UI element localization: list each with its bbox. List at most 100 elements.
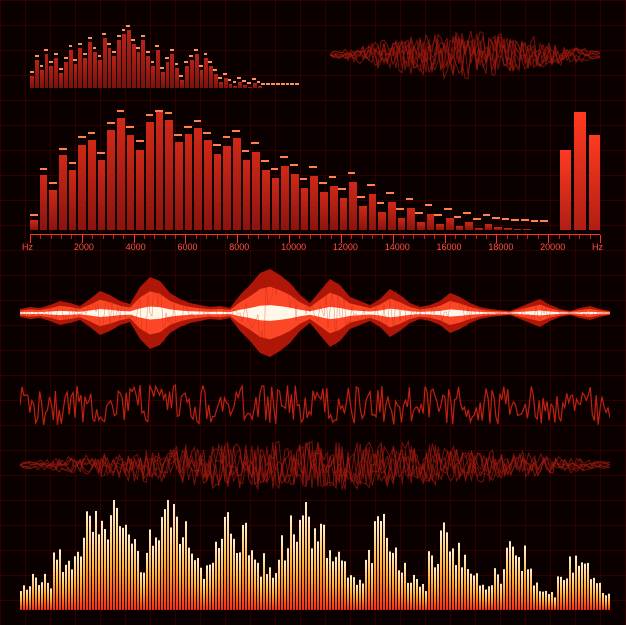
waveform-bar — [449, 551, 451, 610]
waveform-bar — [98, 534, 100, 610]
waveform-bar — [86, 511, 88, 610]
peak-cap — [126, 126, 134, 128]
spectrum-bar — [78, 48, 82, 88]
waveform-bar — [143, 573, 145, 610]
peak-cap — [218, 77, 222, 79]
spectrum-bar — [180, 80, 184, 88]
spectrum-bar — [233, 86, 237, 88]
waveform-bar — [323, 525, 325, 610]
waveform-bar — [107, 539, 109, 610]
waveform-bar — [359, 580, 361, 610]
waveform-bar — [59, 549, 61, 610]
waveform-bar — [542, 592, 544, 610]
waveform-bar — [458, 543, 460, 610]
waveform-bar — [215, 542, 217, 610]
spectrum-bar — [137, 52, 141, 88]
spectrum-bar — [258, 86, 262, 88]
waveform-bar — [173, 504, 175, 610]
peak-cap — [59, 68, 63, 70]
peak-cap — [184, 126, 192, 128]
spectrum-bar — [98, 160, 106, 230]
peak-cap — [338, 188, 346, 190]
waveform-bar — [590, 579, 592, 610]
peak-cap — [266, 83, 270, 85]
waveform-bar — [47, 583, 49, 610]
peak-cap — [276, 83, 280, 85]
peak-cap — [35, 55, 39, 57]
level-bar — [574, 112, 585, 230]
waveform-bar — [293, 534, 295, 610]
spectrum-bar — [190, 60, 194, 88]
waveform-bar — [41, 582, 43, 610]
waveform-bar — [368, 550, 370, 610]
spectrum-bar — [93, 52, 97, 88]
peak-cap — [126, 25, 130, 27]
waveform-bar — [245, 523, 247, 610]
peak-cap — [117, 110, 125, 112]
waveform-bar — [377, 516, 379, 610]
waveform-bar — [425, 591, 427, 610]
peak-cap — [189, 55, 193, 57]
peak-cap — [483, 214, 491, 216]
waveform-bar — [32, 574, 34, 610]
waveform-bar — [578, 566, 580, 610]
peak-cap — [531, 220, 539, 222]
waveform-bar — [509, 541, 511, 610]
waveform-bar — [23, 585, 25, 610]
waveform-bar — [281, 535, 283, 610]
peak-cap — [204, 53, 208, 55]
axis-label: 16000 — [437, 242, 462, 252]
waveform-bar — [185, 521, 187, 610]
waveform-bar — [506, 548, 508, 610]
spectrum-bar — [494, 227, 502, 230]
axis-label: 12000 — [333, 242, 358, 252]
waveform-bar — [38, 585, 40, 610]
peak-cap — [237, 77, 241, 79]
spectrum-bar — [117, 118, 125, 230]
peak-cap — [141, 35, 145, 37]
peak-cap — [179, 75, 183, 77]
waveform-bar — [581, 562, 583, 610]
spectrum-bar — [49, 66, 53, 88]
spectrum-bar — [359, 206, 367, 230]
waveform-bar — [236, 553, 238, 610]
spectrum-bar — [291, 174, 299, 230]
spectrum-bar — [243, 85, 247, 88]
waveform-bar — [167, 500, 169, 610]
peak-cap — [357, 196, 365, 198]
peak-cap — [257, 81, 261, 83]
peak-cap — [155, 45, 159, 47]
spectrum-bar — [141, 40, 145, 88]
level-bar — [560, 150, 571, 230]
waveform-bar — [374, 521, 376, 610]
waveform-bar — [467, 569, 469, 610]
spectrum-bar — [78, 145, 86, 230]
peak-cap — [511, 219, 519, 221]
peak-cap — [155, 110, 163, 112]
waveform-bar — [605, 595, 607, 610]
peak-cap — [329, 176, 337, 178]
waveform-bar — [491, 585, 493, 610]
waveform-bar — [431, 555, 433, 610]
peak-cap — [309, 166, 317, 168]
waveform-bar — [131, 544, 133, 610]
peak-cap — [242, 150, 250, 152]
waveform-bar — [53, 552, 55, 610]
spectrum-bar — [200, 70, 204, 88]
spectrum-bar — [272, 178, 280, 230]
peak-cap — [454, 216, 462, 218]
spectrum-bar — [281, 166, 289, 230]
waveform-bar — [158, 540, 160, 610]
waveform-bar — [365, 560, 367, 610]
waveform-bar — [248, 555, 250, 610]
waveform-bar — [482, 585, 484, 610]
spectrum-bar — [436, 224, 444, 230]
waveform-bar — [572, 573, 574, 610]
waveform-bar — [398, 570, 400, 610]
peak-cap — [406, 198, 414, 200]
waveform-bar — [524, 545, 526, 610]
waveform-bar — [596, 583, 598, 610]
peak-cap — [40, 65, 44, 67]
waveform-bar — [593, 578, 595, 610]
waveform-bar — [209, 565, 211, 610]
